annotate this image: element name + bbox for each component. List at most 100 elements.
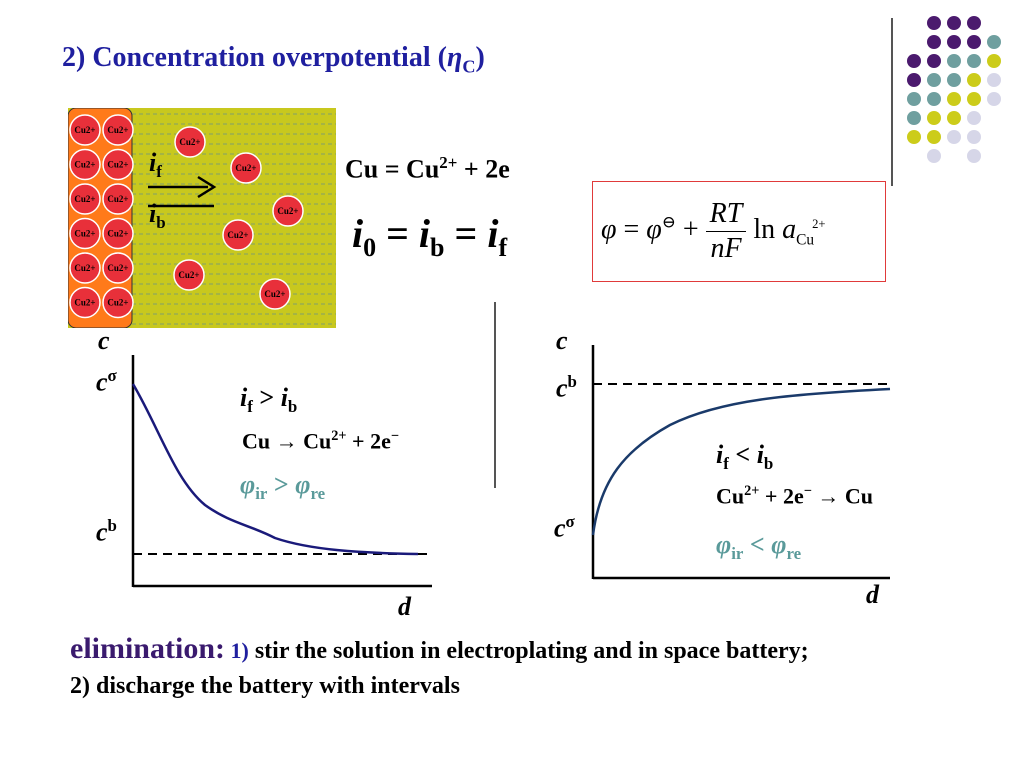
decorative-dot-grid — [907, 16, 1001, 163]
if-arrow-head — [197, 175, 217, 199]
elimination-line-1: elimination: 1) stir the solution in ele… — [70, 632, 809, 665]
cu-ion — [69, 114, 101, 146]
cu-ion — [222, 219, 254, 251]
cu-ion-label: Cu2+ — [74, 298, 95, 308]
cu-ion-label: Cu2+ — [74, 125, 95, 135]
right-condition: if < ib — [716, 440, 774, 474]
decorative-dot — [927, 149, 941, 163]
cu-ion-label: Cu2+ — [74, 160, 95, 170]
decorative-dot — [907, 92, 921, 106]
decorative-dot — [947, 130, 961, 144]
decorative-dot — [967, 16, 981, 30]
cu-ion — [102, 114, 134, 146]
decorative-dot — [947, 92, 961, 106]
cu-ion-label: Cu2+ — [107, 229, 128, 239]
cu-ion — [69, 252, 101, 284]
cu-ion — [272, 195, 304, 227]
electrode-cell-illustration: Cu2+ Cu2+ Cu2+ Cu2+ Cu2+ Cu2+ Cu2+ Cu2+ Cu2+ Cu2+… — [68, 108, 336, 328]
decorative-dot — [987, 73, 1001, 87]
middle-divider-line — [494, 302, 496, 488]
decorative-dot — [987, 35, 1001, 49]
cu-ion-label: Cu2+ — [227, 230, 248, 240]
decorative-dot — [967, 54, 981, 68]
cu-ion — [102, 286, 134, 319]
cu-ion — [102, 217, 134, 250]
cu-ion-label: Cu2+ — [107, 194, 128, 204]
decorative-dot — [987, 54, 1001, 68]
decorative-dot — [967, 73, 981, 87]
decorative-dot — [967, 130, 981, 144]
right-x-axis-label: d — [866, 580, 879, 609]
decorative-dot — [927, 16, 941, 30]
cu-ion-label: Cu2+ — [277, 206, 298, 216]
cu-ion-label: Cu2+ — [74, 263, 95, 273]
cu-ion — [69, 148, 101, 181]
decorative-dot — [967, 92, 981, 106]
decorative-dot — [907, 111, 921, 125]
left-x-axis-label: d — [398, 592, 411, 621]
cu-ion-label: Cu2+ — [107, 125, 128, 135]
decorative-dot — [967, 35, 981, 49]
decorative-dot — [967, 111, 981, 125]
left-c-sigma-label: cσ — [96, 366, 117, 397]
decorative-dot — [927, 92, 941, 106]
cu-ion-label: Cu2+ — [179, 137, 200, 147]
top-divider-line — [891, 18, 893, 186]
decorative-dot — [927, 54, 941, 68]
cu-ion-label: Cu2+ — [107, 263, 128, 273]
reaction-equation: Cu = Cu2+ + 2e — [345, 153, 510, 184]
nernst-equation: φ = φ⊖ + RT nF ln aCu2+ — [601, 198, 826, 264]
decorative-dot — [947, 111, 961, 125]
right-concentration-curve — [591, 387, 891, 536]
cu-ion-label: Cu2+ — [107, 298, 128, 308]
right-c-sigma-label: cσ — [554, 512, 575, 543]
cu-ion-label: Cu2+ — [264, 289, 285, 299]
cu-ion — [230, 152, 262, 184]
decorative-dot — [907, 73, 921, 87]
right-c-b-label: cb — [556, 372, 577, 403]
cu-ion — [69, 183, 101, 215]
decorative-dot — [947, 35, 961, 49]
decorative-dot — [947, 16, 961, 30]
decorative-dot — [967, 149, 981, 163]
decorative-dot — [927, 35, 941, 49]
if-label: if — [149, 148, 162, 182]
exchange-current-equation: i0 = ib = if — [352, 211, 508, 262]
right-reaction: Cu2+ + 2e− → Cu — [716, 483, 874, 509]
cu-ion — [102, 183, 134, 215]
cu-ion — [259, 278, 291, 310]
cu-ion-label: Cu2+ — [178, 270, 199, 280]
cu-ions: Cu2+ Cu2+ Cu2+ Cu2+ Cu2+ Cu2+ Cu2+ Cu2+ Cu2+ Cu2+… — [69, 114, 304, 319]
right-y-axis-label: c — [556, 326, 568, 355]
cu-ion — [69, 217, 101, 250]
decorative-dot — [947, 73, 961, 87]
decorative-dot — [927, 73, 941, 87]
ib-label: ib — [149, 199, 166, 233]
cu-ion-label: Cu2+ — [107, 160, 128, 170]
right-potential-relation: φir < φre — [716, 530, 802, 564]
left-concentration-curve — [131, 383, 419, 556]
cu-ion — [102, 148, 134, 181]
cu-ion — [174, 126, 206, 158]
left-y-axis-label: c — [98, 326, 110, 355]
left-condition: if > ib — [240, 383, 298, 417]
cu-ion-label: Cu2+ — [74, 229, 95, 239]
decorative-dot — [927, 111, 941, 125]
decorative-dot — [947, 54, 961, 68]
left-potential-relation: φir > φre — [240, 470, 326, 504]
decorative-dot — [907, 54, 921, 68]
cu-ion — [173, 259, 205, 291]
cu-ion-label: Cu2+ — [74, 194, 95, 204]
solution-dashes — [132, 113, 336, 325]
nernst-equation-box: φ = φ⊖ + RT nF ln aCu2+ — [592, 181, 886, 282]
slide-title: 2) Concentration overpotential (ηC) — [62, 42, 485, 77]
decorative-dot — [987, 92, 1001, 106]
cu-ion — [69, 286, 101, 319]
elimination-line-2: 2) discharge the battery with intervals — [70, 673, 460, 699]
left-reaction: Cu → Cu2+ + 2e− — [242, 428, 400, 454]
cu-ion — [102, 252, 134, 284]
cu-ion-label: Cu2+ — [235, 163, 256, 173]
left-c-b-label: cb — [96, 516, 117, 547]
decorative-dot — [907, 130, 921, 144]
